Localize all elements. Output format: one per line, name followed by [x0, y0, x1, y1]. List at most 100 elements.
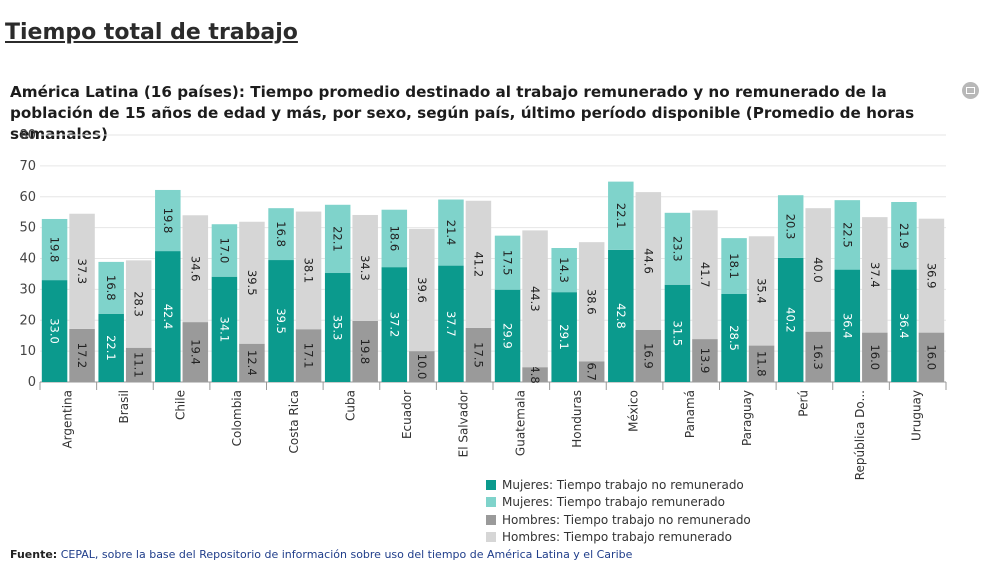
- data-label: 16.0: [924, 344, 938, 370]
- data-label: 29.1: [557, 324, 571, 350]
- bar-segment[interactable]: [182, 215, 209, 323]
- bar-segment[interactable]: [295, 329, 322, 382]
- bar-segment[interactable]: [324, 204, 351, 274]
- bar-segment[interactable]: [465, 200, 492, 328]
- bar-segment[interactable]: [352, 320, 378, 382]
- source-link[interactable]: CEPAL, sobre la base del Repositorio de …: [60, 548, 633, 561]
- data-label: 39.6: [415, 277, 429, 303]
- bar-segment[interactable]: [721, 238, 747, 295]
- x-category-label: Paraguay: [740, 390, 754, 446]
- bar-segment[interactable]: [664, 212, 691, 285]
- bar-segment[interactable]: [522, 230, 548, 368]
- bar-segment[interactable]: [522, 367, 548, 382]
- bar-segment[interactable]: [748, 345, 775, 382]
- data-label: 4.8: [528, 365, 542, 383]
- bar-segment[interactable]: [692, 339, 718, 382]
- bar-segment[interactable]: [692, 210, 718, 340]
- bar-segment[interactable]: [409, 351, 435, 382]
- bar-segment[interactable]: [834, 200, 861, 270]
- data-label: 17.5: [501, 250, 515, 276]
- x-category-label: Brasil: [117, 390, 131, 423]
- bar-segment[interactable]: [635, 329, 662, 382]
- bar-segment[interactable]: [862, 217, 888, 333]
- bar-segment[interactable]: [494, 235, 521, 290]
- bar-segment[interactable]: [409, 228, 435, 352]
- bar-segment[interactable]: [381, 209, 408, 268]
- bar-segment[interactable]: [69, 213, 95, 329]
- x-category-label: El Salvador: [457, 390, 471, 457]
- legend: Mujeres: Tiempo trabajo no remunerado Mu…: [486, 476, 751, 546]
- legend-label: Hombres: Tiempo trabajo no remunerado: [502, 512, 751, 527]
- bar-segment[interactable]: [41, 280, 68, 382]
- bar-segment[interactable]: [211, 224, 238, 277]
- data-label: 37.2: [387, 312, 401, 338]
- legend-item-hombres-no-remunerado[interactable]: Hombres: Tiempo trabajo no remunerado: [486, 511, 751, 529]
- bar-segment[interactable]: [805, 208, 831, 332]
- legend-item-mujeres-remunerado[interactable]: Mujeres: Tiempo trabajo remunerado: [486, 494, 751, 512]
- bar-segment[interactable]: [748, 236, 775, 346]
- data-label: 16.0: [868, 344, 882, 370]
- bar-segment[interactable]: [635, 192, 662, 330]
- bar-segment[interactable]: [182, 322, 209, 382]
- data-label: 16.9: [641, 343, 655, 369]
- bar-segment[interactable]: [69, 328, 95, 382]
- menu-icon[interactable]: [962, 82, 979, 99]
- bar-segment[interactable]: [324, 273, 351, 382]
- x-category-label: Argentina: [60, 390, 74, 449]
- bar-segment[interactable]: [125, 260, 152, 348]
- bar-segment[interactable]: [891, 269, 917, 382]
- bar-segment[interactable]: [295, 211, 322, 330]
- bar-segment[interactable]: [98, 261, 124, 314]
- bar-segment[interactable]: [155, 251, 181, 382]
- y-tick-label: 70: [19, 159, 36, 174]
- source-label: Fuente:: [10, 548, 58, 561]
- data-label: 19.4: [188, 339, 202, 365]
- bar-segment[interactable]: [494, 289, 521, 382]
- bar-segment[interactable]: [268, 208, 294, 261]
- bar-segment[interactable]: [664, 284, 691, 382]
- bar-segment[interactable]: [578, 242, 605, 362]
- bar-segment[interactable]: [239, 221, 265, 344]
- data-label: 22.1: [614, 203, 628, 229]
- bar-segment[interactable]: [211, 276, 238, 382]
- data-label: 31.5: [670, 321, 684, 347]
- bar-segment[interactable]: [891, 201, 917, 270]
- data-label: 37.4: [868, 262, 882, 288]
- bar-segment[interactable]: [551, 292, 577, 382]
- bar-segment[interactable]: [777, 257, 804, 382]
- bar-segment[interactable]: [465, 327, 492, 382]
- data-label: 19.8: [161, 208, 175, 234]
- bar-segment[interactable]: [777, 195, 804, 258]
- bar-segment[interactable]: [918, 218, 945, 333]
- bar-segment[interactable]: [125, 347, 152, 382]
- bar-segment[interactable]: [578, 361, 605, 382]
- bar-segment[interactable]: [438, 265, 464, 382]
- bar-segment[interactable]: [918, 332, 945, 382]
- bar-segment[interactable]: [608, 181, 634, 250]
- data-label: 36.4: [897, 313, 911, 339]
- bar-segment[interactable]: [721, 294, 747, 382]
- data-label: 37.7: [444, 311, 458, 337]
- bar-segment[interactable]: [352, 214, 378, 321]
- data-label: 34.6: [188, 256, 202, 282]
- y-tick-label: 50: [19, 221, 36, 236]
- legend-item-mujeres-no-remunerado[interactable]: Mujeres: Tiempo trabajo no remunerado: [486, 476, 751, 494]
- legend-item-hombres-remunerado[interactable]: Hombres: Tiempo trabajo remunerado: [486, 529, 751, 547]
- data-label: 36.9: [924, 263, 938, 289]
- bar-segment[interactable]: [98, 313, 124, 382]
- data-label: 6.7: [585, 363, 599, 381]
- bar-segment[interactable]: [805, 331, 831, 382]
- bar-segment[interactable]: [239, 343, 265, 382]
- bar-segment[interactable]: [41, 218, 68, 281]
- bar-segment[interactable]: [608, 249, 634, 382]
- bar-segment[interactable]: [438, 199, 464, 266]
- bar-segment[interactable]: [381, 267, 408, 382]
- data-label: 17.5: [471, 342, 485, 368]
- bar-segment[interactable]: [862, 332, 888, 382]
- bar-segment[interactable]: [268, 260, 294, 382]
- bar-segment[interactable]: [155, 189, 181, 252]
- legend-label: Hombres: Tiempo trabajo remunerado: [502, 530, 733, 545]
- bar-segment[interactable]: [834, 269, 861, 382]
- bar-segment[interactable]: [551, 248, 577, 293]
- data-label: 38.1: [302, 258, 316, 284]
